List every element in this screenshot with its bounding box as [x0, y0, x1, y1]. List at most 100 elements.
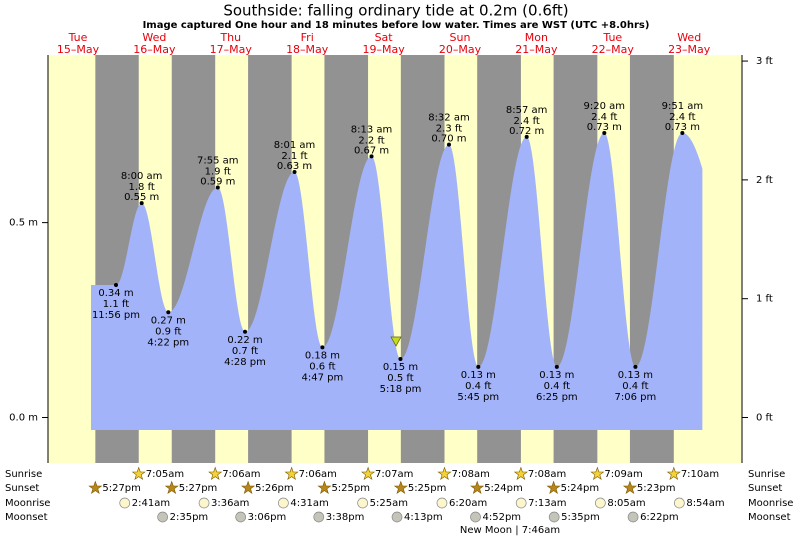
high-tide-dot	[602, 130, 607, 135]
weekday-label: Fri	[301, 31, 314, 44]
moonrise-time: 8:54am	[686, 498, 724, 509]
tide-label: 0.15 m	[383, 362, 418, 373]
moonset-time: 5:35pm	[561, 512, 600, 523]
tide-label: 0.13 m	[618, 370, 653, 381]
tide-label: 6:25 pm	[536, 392, 578, 403]
tide-label: 2.4 ft	[514, 116, 540, 127]
sunrise-time: 7:08am	[452, 469, 490, 480]
row-label: Moonrise	[5, 498, 50, 509]
tide-label: 0.5 ft	[387, 373, 413, 384]
sunset-icon	[88, 480, 103, 495]
weekday-label: Tue	[602, 31, 622, 44]
moon-phase: New Moon | 7:46am	[460, 525, 560, 536]
tide-label: 0.13 m	[539, 370, 574, 381]
row-label: Moonrise	[748, 498, 793, 509]
weekday-label: Mon	[525, 31, 548, 44]
tide-label: 9:20 am	[584, 101, 626, 112]
weekday-label: Thu	[219, 31, 241, 44]
moonrise-icon	[119, 497, 131, 509]
tide-label: 8:01 am	[274, 140, 316, 151]
high-tide-dot	[446, 142, 451, 147]
tide-label: 0.70 m	[431, 134, 466, 145]
date-label: 16–May	[133, 43, 176, 56]
sunset-time: 5:23pm	[637, 483, 676, 494]
row-label: Sunrise	[748, 469, 785, 480]
sunrise-icon	[284, 466, 299, 481]
tide-label: 11:56 pm	[92, 310, 140, 321]
sunset-icon	[546, 480, 561, 495]
tide-label: 2.3 ft	[436, 124, 462, 135]
sunrise-icon	[666, 466, 681, 481]
y2-tick-label: 1 ft	[756, 294, 773, 305]
weekday-label: Sun	[450, 31, 471, 44]
sunrise-icon	[590, 466, 605, 481]
row-label: Sunrise	[5, 469, 42, 480]
moonrise-time: 4:31am	[290, 498, 328, 509]
tide-label: 5:45 pm	[457, 392, 499, 403]
moonset-icon	[470, 511, 481, 523]
sunrise-icon	[437, 466, 452, 481]
sunset-time: 5:24pm	[484, 483, 523, 494]
sunrise-icon	[131, 466, 146, 481]
moonrise-icon	[278, 497, 289, 509]
moonset-time: 3:38pm	[326, 512, 365, 523]
tide-label: 0.72 m	[509, 126, 544, 137]
low-tide-dot	[398, 357, 403, 362]
moonset-icon	[157, 511, 168, 523]
tide-label: 0.18 m	[305, 350, 340, 361]
tide-label: 8:13 am	[351, 124, 393, 135]
chart-subtitle: Image captured One hour and 18 minutes b…	[143, 20, 650, 31]
tide-label: 2.1 ft	[281, 151, 307, 162]
row-label: Moonset	[748, 512, 791, 523]
sunset-icon	[622, 480, 637, 495]
moonrise-time: 5:25am	[370, 498, 408, 509]
sunset-time: 5:25pm	[331, 483, 370, 494]
moonset-icon	[627, 511, 639, 523]
chart-title: Southside: falling ordinary tide at 0.2m…	[223, 2, 568, 20]
sunrise-time: 7:08am	[528, 469, 566, 480]
tide-label: 0.7 ft	[232, 346, 258, 357]
sunrise-time: 7:06am	[222, 469, 260, 480]
weekday-label: Wed	[677, 31, 701, 44]
plot: 0.0 m 0.5 m 0 ft 1 ft 2 ft 3 ft 0.34 m1.1 ft11…	[9, 55, 773, 463]
low-tide-dot	[166, 310, 171, 315]
moonrise-icon	[594, 497, 606, 509]
date-label: 22–May	[592, 43, 635, 56]
moonset-icon	[313, 511, 325, 523]
moonset-time: 6:22pm	[640, 512, 679, 523]
tide-label: 0.63 m	[277, 161, 312, 172]
low-tide-dot	[320, 345, 325, 350]
moonrise-time: 2:41am	[132, 498, 170, 509]
high-tide-dot	[680, 130, 685, 135]
sunset-icon	[241, 480, 256, 495]
tide-label: 7:55 am	[197, 156, 239, 167]
sunrise-icon	[208, 466, 223, 481]
tide-label: 4:28 pm	[224, 357, 266, 368]
date-label: 20–May	[439, 43, 482, 56]
moonrise-icon	[515, 497, 527, 509]
low-tide-dot	[113, 282, 118, 287]
tide-label: 0.22 m	[227, 335, 262, 346]
sunset-icon	[317, 480, 332, 495]
sunset-time: 5:24pm	[561, 483, 600, 494]
moonset-time: 4:13pm	[404, 512, 443, 523]
high-tide-dot	[524, 134, 529, 139]
moonset-time: 4:52pm	[482, 512, 521, 523]
moonrise-icon	[673, 497, 685, 509]
moonset-icon	[235, 511, 247, 523]
row-label: Sunset	[748, 483, 782, 494]
high-tide-dot	[139, 201, 144, 206]
y-tick-label: 0.0 m	[9, 413, 38, 424]
weekday-label: Wed	[142, 31, 166, 44]
high-tide-dot	[215, 185, 220, 190]
sunset-icon	[393, 480, 408, 495]
y-tick-label: 0.5 m	[9, 218, 38, 229]
sunrise-time: 7:06am	[299, 469, 337, 480]
y2-tick-label: 3 ft	[756, 56, 773, 67]
tide-label: 0.13 m	[461, 370, 496, 381]
moonrise-time: 6:20am	[449, 498, 487, 509]
tide-label: 0.6 ft	[309, 361, 335, 372]
tide-label: 0.9 ft	[155, 326, 181, 337]
now-marker	[390, 336, 402, 347]
date-label: 19–May	[362, 43, 405, 56]
